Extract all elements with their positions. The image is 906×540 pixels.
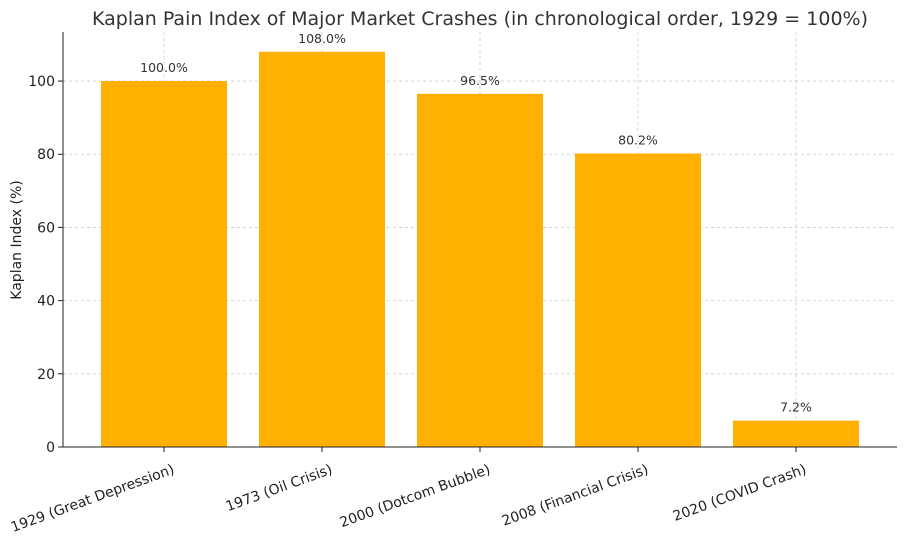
x-tick-label: 2000 (Dotcom Bubble)	[338, 462, 493, 531]
bar	[575, 153, 701, 447]
y-tick-label: 20	[37, 367, 55, 383]
x-tick-label: 2008 (Financial Crisis)	[500, 462, 651, 530]
bar	[259, 51, 385, 448]
bar-data-label: 108.0%	[298, 31, 346, 46]
bar-data-label: 80.2%	[618, 132, 658, 147]
bar-data-label: 100.0%	[140, 60, 188, 75]
y-tick-label: 0	[46, 440, 55, 456]
y-tick-label: 40	[37, 294, 55, 310]
chart-title: Kaplan Pain Index of Major Market Crashe…	[92, 8, 868, 30]
x-tick-label: 1973 (Oil Crisis)	[224, 462, 335, 515]
bar	[101, 81, 227, 447]
y-tick-label: 80	[37, 147, 55, 163]
bars	[101, 51, 859, 448]
bar	[417, 93, 543, 447]
y-tick-label: 100	[28, 74, 55, 90]
y-axis-label: Kaplan Index (%)	[9, 180, 25, 299]
y-tick-label: 60	[37, 220, 55, 236]
bar-data-label: 96.5%	[460, 73, 500, 88]
axes	[58, 32, 897, 452]
bar	[733, 420, 859, 447]
x-tick-label: 2020 (COVID Crash)	[671, 462, 809, 525]
bar-data-label: 7.2%	[780, 400, 812, 415]
x-tick-label: 1929 (Great Depression)	[9, 462, 177, 536]
